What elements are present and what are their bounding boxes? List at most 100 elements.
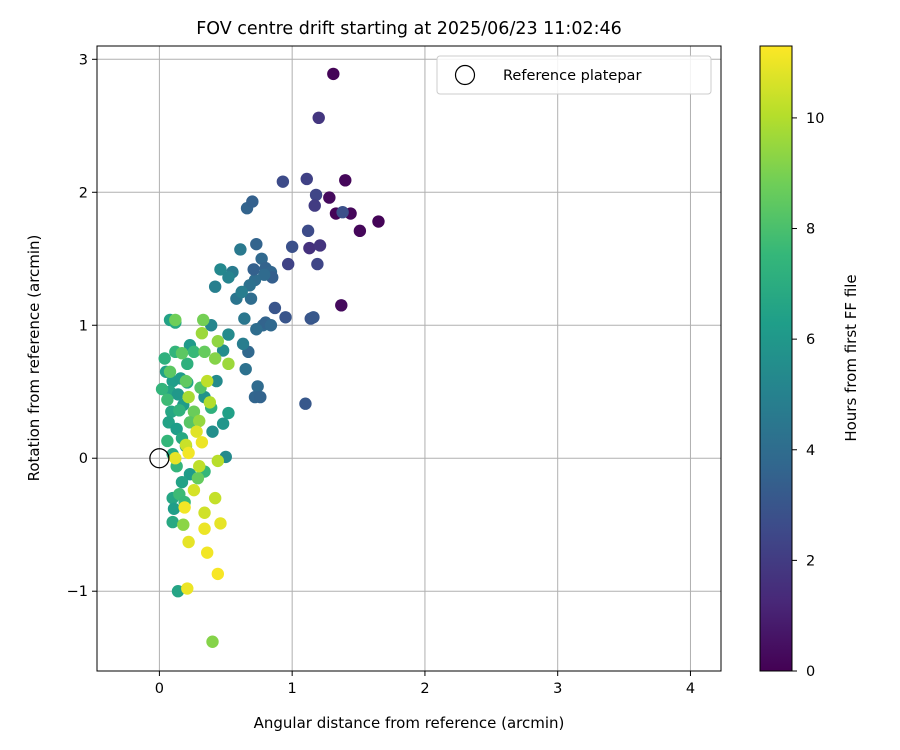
data-point [214, 263, 227, 276]
data-point [264, 319, 278, 332]
reference-point [149, 448, 170, 469]
data-point [222, 406, 235, 420]
colorbar-tick-label: 0 [806, 664, 815, 680]
data-point [193, 414, 206, 428]
y-tick-label: 3 [79, 52, 88, 68]
x-axis-label: Angular distance from reference (arcmin) [254, 714, 565, 732]
colorbar-tick-label: 6 [806, 332, 815, 348]
colorbar-tick-label: 2 [806, 553, 815, 569]
data-point [197, 313, 210, 327]
y-tick-label: 0 [79, 451, 88, 467]
data-point [175, 475, 189, 489]
data-point [222, 271, 235, 284]
data-point [163, 365, 177, 378]
data-point [303, 241, 316, 255]
data-point [179, 374, 193, 388]
data-point [239, 362, 252, 376]
legend-circle-icon [454, 64, 476, 86]
data-point [161, 434, 174, 448]
colorbar-gradient [759, 45, 793, 672]
data-point [167, 502, 181, 515]
colorbar-label: Hours from first FF file [842, 274, 860, 441]
data-point [285, 240, 299, 253]
x-tick-label: 0 [155, 681, 164, 697]
data-point [178, 501, 191, 514]
y-axis-label: Rotation from reference (arcmin) [25, 235, 43, 482]
data-point [299, 397, 312, 410]
data-point [171, 388, 185, 401]
reference-marker [149, 448, 170, 469]
data-point [214, 517, 227, 530]
data-point [181, 582, 194, 595]
data-point [191, 471, 205, 485]
data-point [309, 188, 323, 202]
data-point [208, 352, 222, 365]
legend: Reference platepar [436, 55, 712, 95]
data-point [200, 546, 214, 559]
chart-title: FOV centre drift starting at 2025/06/23 … [196, 19, 622, 39]
data-point [281, 257, 295, 271]
data-point [170, 422, 183, 436]
data-point [182, 535, 195, 549]
data-point [187, 345, 201, 359]
data-point [175, 346, 189, 360]
data-point [187, 405, 201, 418]
colorbar-tick-label: 10 [806, 111, 824, 127]
data-point [200, 374, 214, 388]
data-point [313, 239, 327, 252]
colorbar-ticks: 0 2 4 6 8 10 [792, 111, 824, 680]
data-point [339, 174, 352, 187]
data-point [216, 417, 230, 430]
data-point [158, 352, 171, 365]
y-axis-ticks: −1 0 1 2 3 [67, 52, 97, 600]
data-point [235, 285, 248, 299]
data-point [177, 518, 190, 531]
data-point [234, 243, 247, 256]
colorbar-tick-label: 8 [806, 222, 815, 238]
data-point [307, 311, 320, 324]
grid [97, 46, 721, 671]
data-point [279, 311, 292, 324]
colorbar: 0 2 4 6 8 10 Hours from first FF file [759, 45, 860, 680]
data-point [211, 335, 225, 348]
data-points [155, 67, 385, 648]
data-point [183, 416, 197, 429]
y-tick-label: 2 [79, 185, 88, 201]
data-point [216, 344, 230, 357]
data-point [312, 111, 325, 125]
data-point [182, 446, 195, 460]
data-point [206, 635, 219, 648]
data-point [250, 237, 263, 251]
legend-box [436, 55, 712, 95]
data-point [255, 252, 268, 265]
data-point [169, 452, 182, 465]
data-point [211, 454, 225, 468]
data-point [208, 280, 222, 293]
data-point [353, 224, 367, 238]
x-tick-label: 3 [553, 681, 562, 697]
data-point [210, 374, 223, 388]
data-point [323, 191, 336, 204]
data-point [236, 337, 250, 351]
y-tick-label: 1 [79, 318, 88, 334]
x-axis-ticks: 0 1 2 3 4 [155, 671, 695, 697]
data-point [198, 506, 211, 519]
data-point [193, 460, 206, 473]
data-point [195, 436, 209, 449]
x-tick-label: 2 [420, 681, 429, 697]
data-point [247, 263, 260, 276]
data-point [254, 390, 267, 404]
data-point [187, 483, 201, 497]
data-point [244, 292, 258, 305]
data-point [311, 257, 324, 271]
data-point [335, 299, 348, 312]
data-point [208, 491, 222, 505]
data-point [308, 199, 321, 212]
data-point [195, 327, 209, 340]
data-point [206, 425, 219, 438]
data-point [250, 323, 263, 336]
data-point [155, 382, 169, 396]
data-point [166, 515, 179, 529]
data-point [203, 396, 217, 409]
data-point [327, 67, 340, 81]
